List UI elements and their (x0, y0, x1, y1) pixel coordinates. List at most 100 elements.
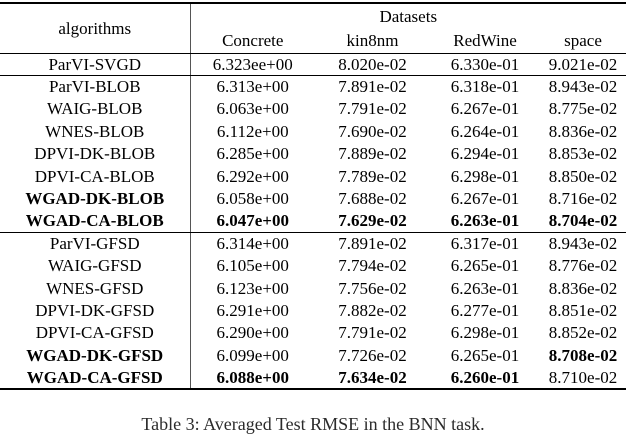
algorithm-cell: WNES-BLOB (0, 120, 191, 143)
value-cell: 6.263e-01 (450, 278, 520, 298)
group-header-row: algorithms Datasets (0, 3, 626, 54)
table-row: ParVI-SVGD 6.323ee+00 8.020e-02 6.330e-01 9.… (0, 53, 626, 76)
value-cell: 6.294e-01 (450, 144, 520, 164)
value-cell: 7.634e-02 (338, 367, 407, 387)
table-row: WGAD-DK-GFSD 6.099e+00 7.726e-02 6.265e-01 8… (0, 344, 626, 367)
table-row: WGAD-CA-GFSD 6.088e+00 7.634e-02 6.260e-01 8… (0, 366, 626, 389)
algorithm-cell: WAIG-GFSD (0, 254, 191, 277)
value-cell: 6.285e+00 (216, 144, 289, 164)
table-row: WGAD-DK-BLOB 6.058e+00 7.688e-02 6.267e-01 8… (0, 187, 626, 210)
value-cell: 7.791e-02 (338, 323, 407, 343)
value-cell: 7.629e-02 (315, 209, 430, 233)
algorithm-cell: DPVI-DK-GFSD (0, 299, 191, 322)
value-cell: 7.690e-02 (338, 121, 407, 141)
value-cell: 7.789e-02 (338, 166, 407, 186)
table-row: DPVI-DK-GFSD 6.291e+00 7.882e-02 6.277e-01 8… (0, 299, 626, 322)
results-table: algorithms Datasets Concrete kin8nm RedWin… (0, 2, 626, 390)
value-cell: 6.318e-01 (450, 77, 520, 97)
algorithm-cell: DPVI-CA-GFSD (0, 321, 191, 345)
value-cell: 6.264e-01 (450, 121, 520, 141)
value-cell: 8.710e-02 (548, 367, 618, 387)
algorithm-cell: ParVI-SVGD (0, 53, 191, 76)
value-cell: 8.853e-02 (548, 144, 618, 164)
value-cell: 6.292e+00 (216, 166, 289, 186)
table-row: WAIG-BLOB 6.063e+00 7.791e-02 6.267e-01 8.77… (0, 97, 626, 121)
algorithm-cell: WGAD-CA-BLOB (0, 209, 191, 233)
value-cell: 6.058e+00 (216, 189, 289, 209)
table-row: DPVI-CA-GFSD 6.290e+00 7.791e-02 6.298e-01 8… (0, 321, 626, 345)
column-group-header-datasets: Datasets (379, 6, 438, 26)
algorithm-cell: DPVI-CA-BLOB (0, 164, 191, 188)
value-cell: 8.716e-02 (548, 189, 618, 209)
value-cell: 6.267e-01 (450, 99, 520, 119)
value-cell: 8.020e-02 (315, 53, 430, 76)
value-cell: 8.850e-02 (548, 166, 618, 186)
value-cell: 7.882e-02 (338, 300, 407, 320)
value-cell: 6.267e-01 (450, 189, 520, 209)
value-cell: 6.291e+00 (216, 300, 289, 320)
value-cell: 6.063e+00 (216, 99, 289, 119)
algorithm-cell: ParVI-BLOB (0, 75, 191, 98)
value-cell: 8.852e-02 (548, 323, 618, 343)
value-cell: 6.263e-01 (430, 209, 540, 233)
value-cell: 6.314e+00 (216, 234, 289, 254)
algorithm-cell: DPVI-DK-BLOB (0, 142, 191, 165)
value-cell: 6.317e-01 (450, 234, 520, 254)
value-cell: 6.260e-01 (450, 367, 520, 387)
table-caption: Table 3: Averaged Test RMSE in the BNN t… (141, 414, 485, 434)
value-cell: 6.330e-01 (430, 53, 540, 76)
value-cell: 6.047e+00 (190, 209, 315, 233)
value-cell: 7.891e-02 (338, 77, 407, 97)
dataset-column-header: space (540, 28, 626, 54)
value-cell: 7.794e-02 (338, 256, 407, 276)
value-cell: 6.105e+00 (216, 256, 289, 276)
value-cell: 6.123e+00 (216, 278, 289, 298)
dataset-column-header: Concrete (190, 28, 315, 54)
table-row: DPVI-CA-BLOB 6.292e+00 7.789e-02 6.298e-01 8… (0, 164, 626, 188)
value-cell: 7.688e-02 (338, 189, 407, 209)
value-cell: 6.298e-01 (450, 323, 520, 343)
value-cell: 8.943e-02 (548, 77, 618, 97)
algorithm-cell: WNES-GFSD (0, 276, 191, 300)
value-cell: 8.836e-02 (548, 121, 618, 141)
value-cell: 8.776e-02 (548, 256, 618, 276)
value-cell: 6.088e+00 (216, 367, 289, 387)
value-cell: 6.298e-01 (450, 166, 520, 186)
value-cell: 6.265e-01 (450, 256, 520, 276)
value-cell: 6.265e-01 (450, 345, 520, 365)
algorithm-cell: WGAD-DK-GFSD (0, 344, 191, 367)
value-cell: 7.791e-02 (338, 99, 407, 119)
dataset-header-row: Concrete kin8nm RedWine space (0, 28, 626, 54)
value-cell: 6.112e+00 (216, 121, 289, 141)
value-cell: 8.708e-02 (548, 345, 618, 365)
value-cell: 8.704e-02 (540, 209, 626, 233)
value-cell: 7.891e-02 (338, 234, 407, 254)
value-cell: 6.313e+00 (216, 77, 289, 97)
value-cell: 8.943e-02 (548, 234, 618, 254)
dataset-column-header: RedWine (430, 28, 540, 54)
table-row: ParVI-BLOB 6.313e+00 7.891e-02 6.318e-01 8.9… (0, 75, 626, 98)
table-row: DPVI-DK-BLOB 6.285e+00 7.889e-02 6.294e-01 8… (0, 142, 626, 165)
table-row: WNES-BLOB 6.112e+00 7.690e-02 6.264e-01 8.83… (0, 120, 626, 143)
value-cell: 6.323ee+00 (190, 53, 315, 76)
dataset-column-header: kin8nm (315, 28, 430, 54)
value-cell: 6.277e-01 (450, 300, 520, 320)
algorithm-cell: ParVI-GFSD (0, 232, 191, 255)
value-cell: 8.851e-02 (548, 300, 618, 320)
table-row: WGAD-CA-BLOB 6.047e+00 7.629e-02 6.263e-01 8… (0, 209, 626, 233)
column-header-algorithms: algorithms (0, 3, 191, 54)
value-cell: 7.756e-02 (338, 278, 407, 298)
value-cell: 6.099e+00 (216, 345, 289, 365)
value-cell: 7.889e-02 (338, 144, 407, 164)
table-row: WNES-GFSD 6.123e+00 7.756e-02 6.263e-01 8.83… (0, 276, 626, 300)
value-cell: 7.726e-02 (338, 345, 407, 365)
value-cell: 9.021e-02 (540, 53, 626, 76)
table-row: WAIG-GFSD 6.105e+00 7.794e-02 6.265e-01 8.77… (0, 254, 626, 277)
value-cell: 6.290e+00 (216, 323, 289, 343)
value-cell: 8.836e-02 (548, 278, 618, 298)
algorithm-cell: WGAD-DK-BLOB (0, 187, 191, 210)
algorithm-cell: WGAD-CA-GFSD (0, 366, 191, 389)
algorithm-cell: WAIG-BLOB (0, 97, 191, 121)
value-cell: 8.775e-02 (548, 99, 618, 119)
